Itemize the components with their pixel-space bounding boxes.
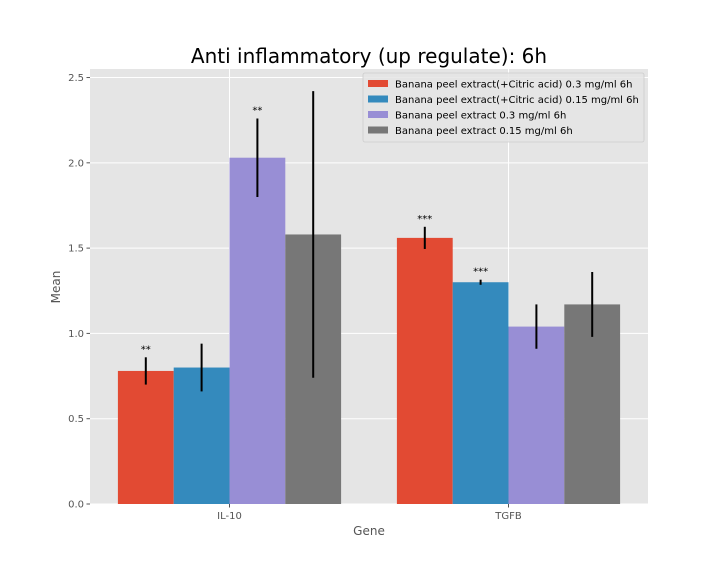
bar xyxy=(117,370,174,504)
y-tick-label: 2.5 xyxy=(68,73,84,84)
y-tick-label: 1.5 xyxy=(68,244,84,255)
x-axis-label: Gene xyxy=(353,524,385,538)
axes: 0.0 0.5 1.0 1.5 2.0 2.5 IL-10 TGFB xyxy=(68,73,522,522)
legend-swatch xyxy=(368,111,388,118)
x-tick-label: TGFB xyxy=(494,511,522,522)
significance-label: ** xyxy=(252,105,262,116)
bars: ********** xyxy=(117,91,621,505)
y-tick-label: 0.0 xyxy=(68,500,84,511)
significance-label: *** xyxy=(473,267,488,278)
legend: Banana peel extract(+Citric acid) 0.3 mg… xyxy=(362,72,645,143)
legend-label: Banana peel extract 0.15 mg/ml 6h xyxy=(395,126,573,137)
bar xyxy=(452,282,509,504)
legend-label: Banana peel extract(+Citric acid) 0.3 mg… xyxy=(395,80,632,91)
bar xyxy=(564,304,621,504)
legend-swatch xyxy=(368,126,388,134)
legend-label: Banana peel extract(+Citric acid) 0.15 m… xyxy=(395,95,639,106)
chart-title: Anti inflammatory (up regulate): 6h xyxy=(191,44,547,68)
legend-label: Banana peel extract 0.3 mg/ml 6h xyxy=(395,111,566,122)
legend-swatch xyxy=(368,95,388,103)
y-tick-label: 2.0 xyxy=(68,158,84,169)
y-axis-label: Mean xyxy=(49,271,63,304)
legend-swatch xyxy=(368,80,388,87)
significance-label: ** xyxy=(141,344,151,355)
y-tick-label: 0.5 xyxy=(68,414,84,425)
x-tick-label: IL-10 xyxy=(217,511,242,522)
y-tick-label: 1.0 xyxy=(68,329,84,340)
bar xyxy=(396,237,453,504)
bar xyxy=(229,157,286,505)
legend-box xyxy=(362,72,645,143)
bar xyxy=(508,326,565,504)
significance-label: *** xyxy=(417,214,432,225)
